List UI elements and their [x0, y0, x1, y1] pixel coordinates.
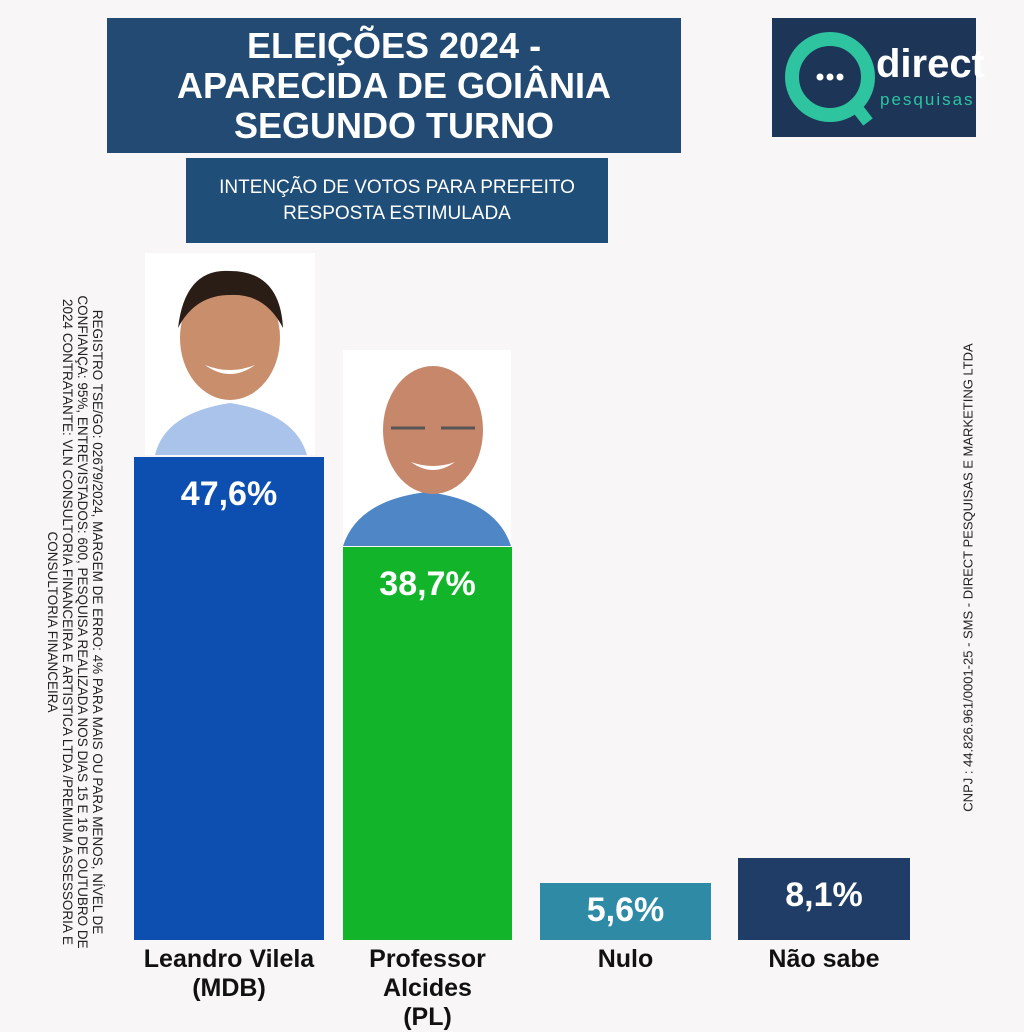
value-label: 47,6% — [180, 474, 278, 513]
bar — [134, 456, 324, 940]
bar — [738, 857, 910, 940]
value-label: 5,6% — [586, 891, 665, 930]
candidate-photo — [145, 253, 315, 455]
candidate-photo — [343, 350, 511, 546]
x-tick-label: Professor Alcides (PL) — [369, 945, 486, 1031]
logo-icon — [785, 32, 875, 126]
brand-name: direct — [876, 42, 985, 86]
logo: direct pesquisas — [772, 18, 985, 137]
x-tick-label: Nulo — [597, 945, 654, 973]
x-tick-label: Não sabe — [768, 945, 880, 973]
value-label: 8,1% — [785, 875, 863, 914]
value-label: 38,7% — [379, 565, 476, 604]
company-note: CNPJ : 44.826.961/0001-25 - SMS - DIRECT… — [960, 343, 976, 812]
bar — [540, 883, 711, 940]
brand-tagline: pesquisas — [880, 90, 975, 109]
methodology-note: REGISTRO TSE/GO: 02679/2024, MARGEM DE E… — [45, 295, 105, 949]
bar — [343, 547, 512, 940]
x-tick-label: Leandro Vilela (MDB) — [143, 945, 315, 1002]
chart-title: ELEIÇÕES 2024 - APARECIDA DE GOIÂNIA SEG… — [107, 18, 681, 153]
chart-subtitle: INTENÇÃO DE VOTOS PARA PREFEITO RESPOSTA… — [186, 158, 608, 243]
